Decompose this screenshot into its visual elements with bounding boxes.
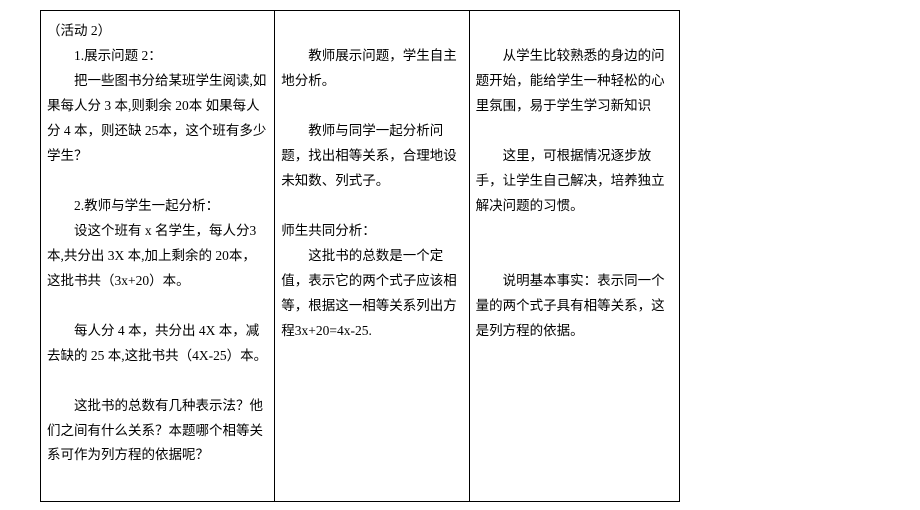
spacer: [281, 194, 462, 219]
spacer: [281, 19, 462, 44]
table-row: （活动 2） 1.展示问题 2： 把一些图书分给某班学生阅读,如果每人分 3 本…: [41, 11, 679, 501]
analysis-text: 教师展示问题，学生自主地分析。: [281, 44, 462, 94]
spacer: [47, 294, 268, 319]
analysis-text: 这批书的总数是一个定值，表示它的两个式子应该相等，根据这一相等关系列出方程3x+…: [281, 244, 462, 344]
activity-text: 每人分 4 本，共分出 4X 本，减去缺的 25 本,这批书共（4X-25）本。: [47, 319, 268, 369]
rationale-text: 从学生比较熟悉的身边的问题开始，能给学生一种轻松的心里氛围，易于学生学习新知识: [476, 44, 673, 119]
rationale-text: 说明基本事实：表示同一个量的两个式子具有相等关系，这是列方程的依据。: [476, 269, 673, 344]
spacer: [476, 219, 673, 244]
activity-text: 把一些图书分给某班学生阅读,如果每人分 3 本,则剩余 20本 如果每人分 4 …: [47, 69, 268, 169]
lesson-plan-table: （活动 2） 1.展示问题 2： 把一些图书分给某班学生阅读,如果每人分 3 本…: [40, 10, 680, 502]
activity-text: 1.展示问题 2：: [47, 44, 268, 69]
teacher-student-column: 教师展示问题，学生自主地分析。 教师与同学一起分析问题，找出相等关系，合理地设未…: [275, 11, 469, 501]
rationale-column: 从学生比较熟悉的身边的问题开始，能给学生一种轻松的心里氛围，易于学生学习新知识 …: [470, 11, 679, 501]
spacer: [476, 119, 673, 144]
activity-header: （活动 2）: [47, 19, 268, 44]
spacer: [47, 169, 268, 194]
activity-column: （活动 2） 1.展示问题 2： 把一些图书分给某班学生阅读,如果每人分 3 本…: [41, 11, 275, 501]
spacer: [47, 369, 268, 394]
rationale-text: 这里，可根据情况逐步放手，让学生自己解决，培养独立解决问题的习惯。: [476, 144, 673, 219]
activity-text: 2.教师与学生一起分析：: [47, 194, 268, 219]
activity-text: 这批书的总数有几种表示法？他们之间有什么关系？本题哪个相等关系可作为列方程的依据…: [47, 394, 268, 469]
spacer: [476, 244, 673, 269]
analysis-text: 师生共同分析：: [281, 219, 462, 244]
activity-text: 设这个班有 x 名学生，每人分3 本,共分出 3X 本,加上剩余的 20本，这批…: [47, 219, 268, 294]
spacer: [281, 94, 462, 119]
analysis-text: 教师与同学一起分析问题，找出相等关系，合理地设未知数、列式子。: [281, 119, 462, 194]
spacer: [47, 468, 268, 493]
spacer: [476, 19, 673, 44]
